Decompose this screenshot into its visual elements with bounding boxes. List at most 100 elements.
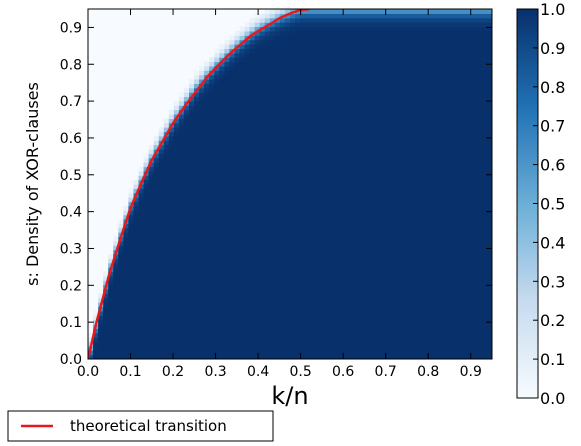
- heatmap-cell: [113, 280, 119, 286]
- heatmap-cell: [229, 328, 236, 334]
- heatmap-cell: [219, 328, 225, 334]
- heatmap-cell: [441, 240, 448, 246]
- heatmap-cell: [178, 205, 185, 211]
- heatmap-cell: [269, 100, 276, 106]
- heatmap-cell: [345, 118, 352, 124]
- heatmap-cell: [138, 188, 145, 194]
- heatmap-cell: [380, 240, 387, 246]
- heatmap-cell: [239, 48, 246, 54]
- heatmap-cell: [290, 297, 296, 303]
- heatmap-cell: [406, 188, 412, 194]
- heatmap-cell: [229, 35, 236, 41]
- heatmap-cell: [365, 267, 372, 273]
- heatmap-cell: [411, 236, 417, 242]
- heatmap-cell: [370, 284, 377, 290]
- heatmap-cell: [305, 70, 311, 76]
- heatmap-cell: [148, 188, 155, 194]
- heatmap-cell: [204, 289, 210, 294]
- heatmap-cell: [214, 210, 220, 216]
- heatmap-cell: [239, 153, 246, 159]
- heatmap-cell: [391, 57, 397, 63]
- heatmap-cell: [350, 205, 357, 211]
- heatmap-cell: [355, 114, 362, 119]
- heatmap-cell: [199, 135, 205, 141]
- heatmap-cell: [421, 337, 427, 343]
- heatmap-cell: [284, 65, 291, 71]
- heatmap-cell: [360, 319, 367, 325]
- heatmap-cell: [340, 175, 347, 181]
- heatmap-cell: [239, 162, 246, 168]
- heatmap-cell: [199, 275, 205, 281]
- heatmap-cell: [300, 293, 306, 299]
- heatmap-cell: [214, 149, 220, 154]
- heatmap-cell: [391, 254, 397, 259]
- heatmap-cell: [441, 258, 448, 264]
- heatmap-cell: [375, 341, 382, 347]
- heatmap-cell: [133, 205, 140, 211]
- heatmap-cell: [204, 170, 210, 176]
- heatmap-cell: [335, 319, 342, 325]
- heatmap-cell: [365, 48, 372, 54]
- heatmap-cell: [451, 166, 458, 172]
- heatmap-cell: [380, 22, 387, 28]
- heatmap-cell: [391, 354, 397, 359]
- heatmap-cell: [305, 35, 311, 41]
- heatmap-cell: [158, 131, 165, 137]
- heatmap-cell: [178, 328, 185, 334]
- heatmap-cell: [148, 175, 155, 181]
- heatmap-cell: [259, 258, 266, 264]
- heatmap-cell: [189, 280, 195, 286]
- heatmap-cell: [118, 324, 124, 329]
- heatmap-cell: [224, 297, 230, 303]
- heatmap-cell: [345, 302, 352, 308]
- heatmap-cell: [441, 17, 448, 23]
- heatmap-cell: [436, 170, 443, 176]
- heatmap-cell: [360, 118, 367, 124]
- heatmap-cell: [199, 175, 205, 181]
- heatmap-cell: [279, 48, 286, 54]
- heatmap-cell: [284, 280, 291, 286]
- heatmap-cell: [325, 337, 331, 343]
- heatmap-cell: [254, 149, 261, 154]
- heatmap-cell: [264, 48, 271, 54]
- heatmap-cell: [214, 240, 220, 246]
- heatmap-cell: [264, 341, 271, 347]
- heatmap-cell: [269, 35, 276, 41]
- heatmap-cell: [305, 350, 311, 356]
- heatmap-cell: [401, 350, 407, 356]
- heatmap-cell: [325, 70, 331, 76]
- heatmap-cell: [320, 61, 326, 67]
- heatmap-cell: [269, 219, 276, 224]
- heatmap-cell: [396, 302, 402, 308]
- heatmap-cell: [320, 92, 326, 98]
- heatmap-cell: [446, 289, 453, 294]
- heatmap-cell: [421, 205, 427, 211]
- heatmap-cell: [163, 275, 170, 281]
- heatmap-cell: [325, 105, 331, 111]
- heatmap-cell: [406, 70, 412, 76]
- heatmap-cell: [133, 240, 140, 246]
- heatmap-cell: [300, 254, 306, 259]
- heatmap-cell: [411, 87, 417, 93]
- heatmap-cell: [421, 131, 427, 137]
- heatmap-cell: [295, 205, 301, 211]
- heatmap-cell: [194, 306, 200, 312]
- heatmap-cell: [426, 44, 432, 49]
- heatmap-cell: [380, 245, 387, 251]
- heatmap-cell: [385, 26, 392, 32]
- heatmap-cell: [224, 324, 230, 329]
- heatmap-cell: [340, 310, 347, 316]
- heatmap-cell: [163, 227, 170, 233]
- heatmap-cell: [264, 83, 271, 89]
- heatmap-cell: [340, 315, 347, 321]
- heatmap-cell: [340, 223, 347, 229]
- heatmap-cell: [138, 332, 145, 338]
- heatmap-cell: [279, 258, 286, 264]
- heatmap-cell: [224, 345, 230, 351]
- heatmap-cell: [148, 319, 155, 325]
- heatmap-cell: [143, 258, 150, 264]
- heatmap-cell: [194, 345, 200, 351]
- heatmap-cell: [173, 100, 180, 106]
- heatmap-cell: [406, 280, 412, 286]
- heatmap-cell: [254, 262, 261, 268]
